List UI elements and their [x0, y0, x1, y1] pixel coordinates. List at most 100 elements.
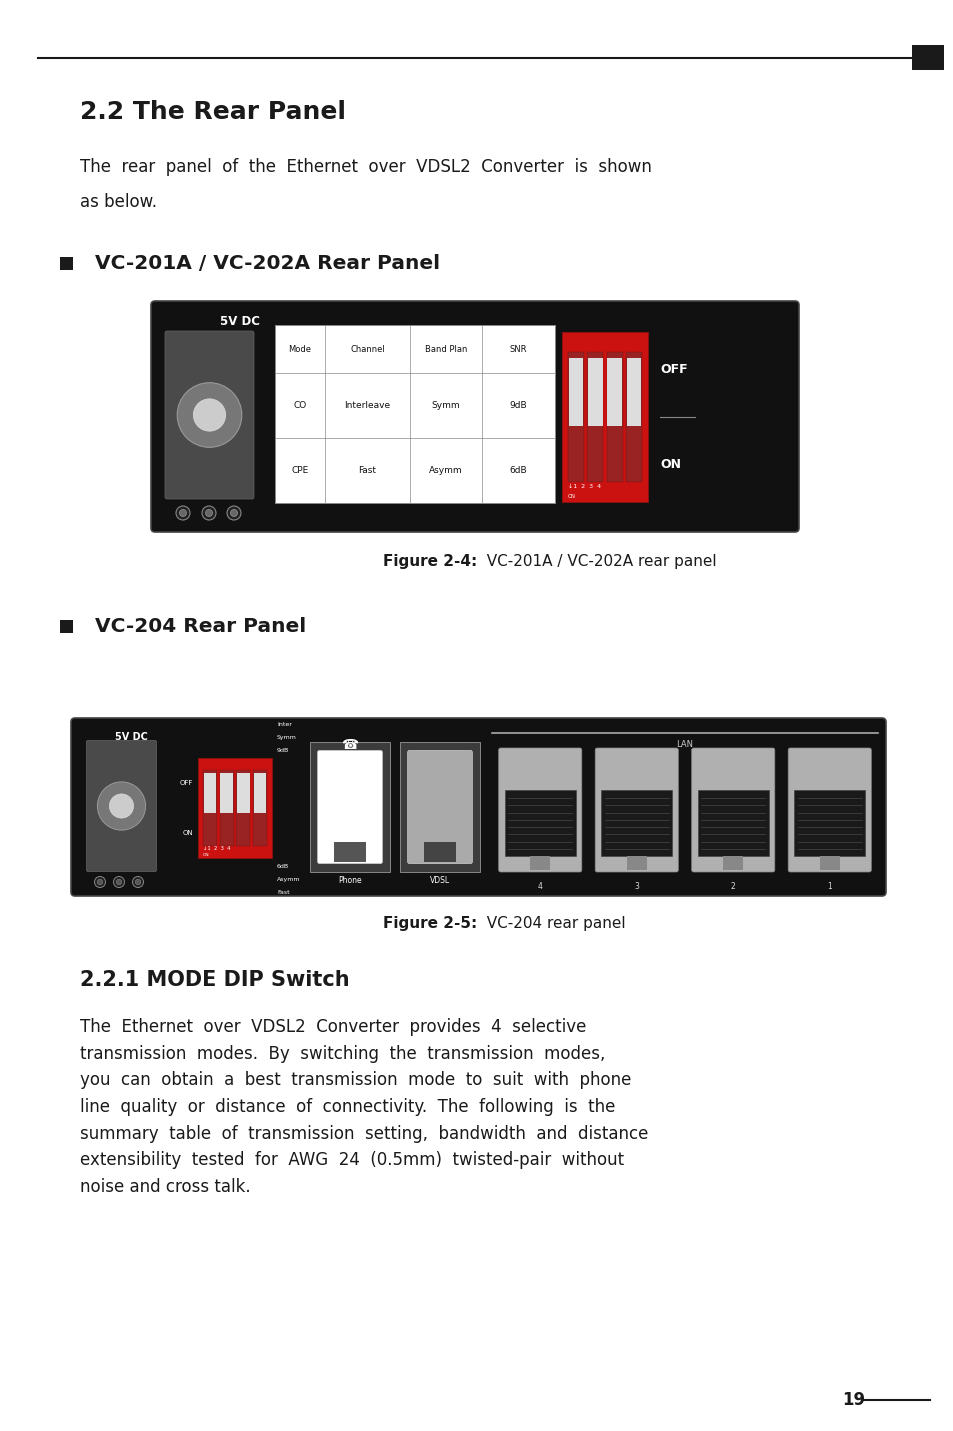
FancyBboxPatch shape: [787, 748, 870, 871]
Text: as below.: as below.: [80, 193, 157, 210]
Bar: [587, 358, 602, 425]
Bar: [203, 770, 217, 846]
FancyBboxPatch shape: [595, 748, 678, 871]
Circle shape: [116, 879, 122, 884]
Text: OFF: OFF: [179, 780, 193, 786]
Bar: [530, 856, 550, 870]
Text: Symm: Symm: [432, 401, 460, 411]
Text: Symm: Symm: [276, 734, 296, 740]
Bar: [567, 352, 583, 482]
Bar: [60, 620, 73, 633]
Bar: [600, 790, 672, 856]
Bar: [697, 790, 768, 856]
Text: Figure 2-5:: Figure 2-5:: [382, 916, 476, 932]
Text: Asymm: Asymm: [429, 467, 462, 475]
Text: 2: 2: [730, 881, 735, 892]
Text: ON: ON: [567, 494, 576, 499]
FancyBboxPatch shape: [407, 750, 472, 863]
Bar: [607, 358, 621, 425]
Text: VC-204 rear panel: VC-204 rear panel: [476, 916, 625, 932]
FancyBboxPatch shape: [317, 750, 382, 863]
Text: 2.2.1 MODE DIP Switch: 2.2.1 MODE DIP Switch: [80, 970, 349, 990]
Text: CPE: CPE: [276, 903, 289, 907]
FancyBboxPatch shape: [165, 331, 253, 499]
Bar: [561, 332, 647, 502]
Bar: [587, 352, 603, 482]
Text: 5V DC: 5V DC: [115, 733, 148, 743]
Circle shape: [227, 507, 241, 519]
Circle shape: [110, 794, 133, 819]
Circle shape: [231, 509, 237, 517]
Circle shape: [179, 509, 186, 517]
Text: Phone: Phone: [337, 876, 361, 884]
Circle shape: [202, 507, 215, 519]
Text: 9dB: 9dB: [276, 747, 289, 753]
Bar: [626, 358, 640, 425]
Bar: [793, 790, 864, 856]
FancyBboxPatch shape: [399, 743, 479, 871]
Text: ↓1  2  3  4: ↓1 2 3 4: [567, 484, 600, 489]
Bar: [219, 770, 233, 846]
Circle shape: [113, 877, 125, 887]
Circle shape: [132, 877, 143, 887]
Text: ↓1  2  3  4: ↓1 2 3 4: [203, 846, 231, 850]
Text: Inter: Inter: [276, 721, 292, 727]
FancyBboxPatch shape: [71, 718, 885, 896]
Bar: [819, 856, 839, 870]
Bar: [198, 758, 272, 859]
Bar: [911, 44, 943, 70]
Text: 1: 1: [826, 881, 831, 892]
Text: VC-201A / VC-202A rear panel: VC-201A / VC-202A rear panel: [476, 554, 716, 570]
Text: OFF: OFF: [659, 363, 687, 376]
Circle shape: [193, 399, 226, 431]
Bar: [334, 841, 366, 861]
Text: 3: 3: [634, 881, 639, 892]
Bar: [220, 773, 233, 813]
Bar: [274, 325, 555, 504]
Text: The  rear  panel  of  the  Ethernet  over  VDSL2  Converter  is  shown: The rear panel of the Ethernet over VDSL…: [80, 157, 651, 176]
Bar: [60, 256, 73, 269]
Bar: [236, 773, 250, 813]
Bar: [625, 352, 641, 482]
Circle shape: [97, 781, 146, 830]
Text: SNR: SNR: [509, 345, 527, 353]
Text: CO: CO: [294, 401, 306, 411]
Bar: [626, 856, 646, 870]
Text: VC-204 Rear Panel: VC-204 Rear Panel: [95, 617, 306, 635]
FancyBboxPatch shape: [87, 740, 156, 871]
Text: 2.2 The Rear Panel: 2.2 The Rear Panel: [80, 100, 346, 124]
Circle shape: [177, 382, 241, 448]
Circle shape: [175, 507, 190, 519]
Text: LAN: LAN: [676, 740, 693, 748]
Text: 5V DC: 5V DC: [220, 315, 260, 328]
Text: CO: CO: [276, 708, 286, 714]
Bar: [236, 770, 250, 846]
Text: The  Ethernet  over  VDSL2  Converter  provides  4  selective
transmission  mode: The Ethernet over VDSL2 Converter provid…: [80, 1017, 648, 1196]
FancyBboxPatch shape: [691, 748, 774, 871]
Text: VDSL: VDSL: [430, 876, 450, 884]
Circle shape: [94, 877, 106, 887]
Text: Band Plan: Band Plan: [424, 345, 467, 353]
Text: 6dB: 6dB: [276, 863, 289, 869]
Text: VC-201A / VC-202A Rear Panel: VC-201A / VC-202A Rear Panel: [95, 253, 439, 273]
Bar: [568, 358, 583, 425]
Bar: [274, 325, 555, 504]
Bar: [722, 856, 742, 870]
Text: Interleave: Interleave: [344, 401, 390, 411]
Text: ON: ON: [659, 458, 680, 471]
Text: CPE: CPE: [291, 467, 309, 475]
Text: Fast: Fast: [358, 467, 376, 475]
Bar: [606, 352, 622, 482]
Bar: [423, 841, 456, 861]
Circle shape: [97, 879, 103, 884]
Bar: [204, 773, 216, 813]
FancyBboxPatch shape: [498, 748, 581, 871]
Text: Fast: Fast: [276, 890, 290, 894]
Bar: [504, 790, 576, 856]
Bar: [253, 770, 267, 846]
Text: 19: 19: [841, 1391, 864, 1410]
Text: Asymm: Asymm: [276, 877, 300, 881]
Text: Mode: Mode: [288, 345, 312, 353]
Bar: [253, 773, 266, 813]
Text: 4: 4: [537, 881, 542, 892]
